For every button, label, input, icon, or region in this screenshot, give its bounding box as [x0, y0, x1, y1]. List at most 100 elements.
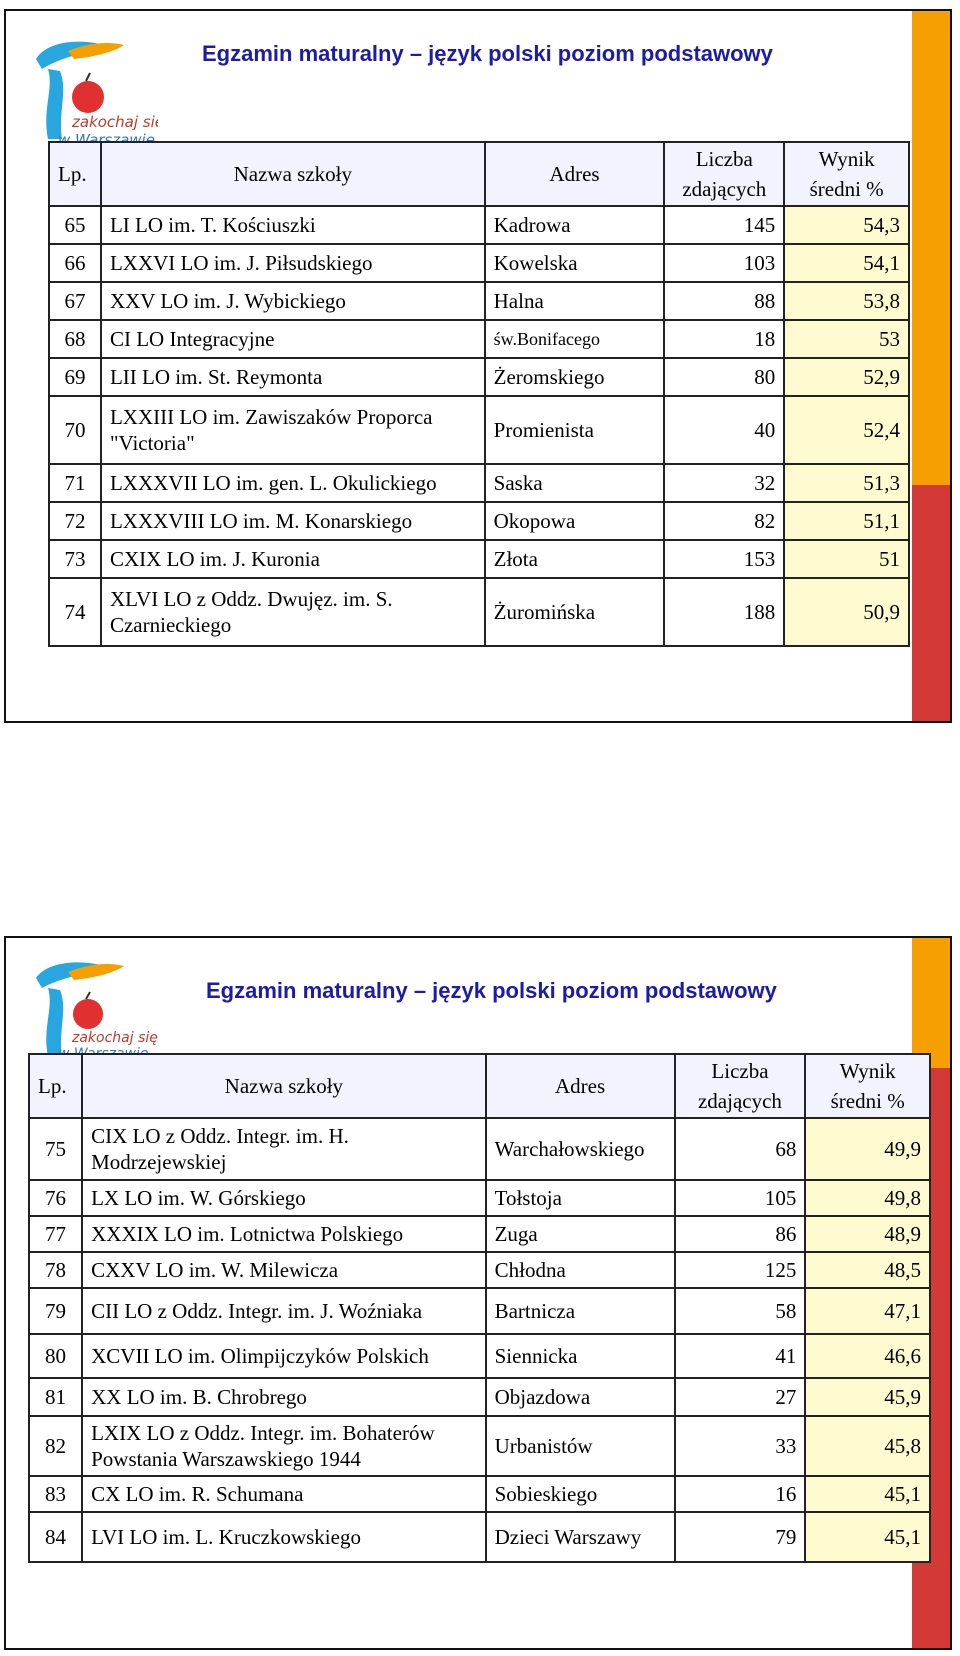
table-row: 76 LX LO im. W. Górskiego Tołstoja 105 4…	[27, 1179, 931, 1217]
header-name: Nazwa szkoły	[81, 1053, 487, 1119]
header-count: Liczba zdających	[663, 141, 786, 207]
row-count: 105	[673, 1179, 807, 1217]
row-count: 40	[663, 395, 786, 465]
row-address: Tołstoja	[484, 1179, 676, 1217]
header-score: Wynik średni %	[804, 1053, 931, 1119]
table-row: 67 XXV LO im. J. Wybickiego Halna 88 53,…	[48, 281, 910, 321]
red-stripe	[912, 485, 950, 721]
table-row: 68 CI LO Integracyjne św.Bonifacego 18 5…	[48, 319, 910, 359]
row-school-name: LXXXVIII LO im. M. Konarskiego	[99, 501, 486, 541]
row-lp: 80	[27, 1333, 84, 1379]
table-row: 73 CXIX LO im. J. Kuronia Złota 153 51	[48, 539, 910, 579]
row-lp: 67	[48, 281, 102, 321]
table-row: 80 XCVII LO im. Olimpijczyków Polskich S…	[27, 1333, 931, 1379]
row-address: Zuga	[484, 1215, 676, 1253]
row-count: 88	[663, 281, 786, 321]
row-score: 51,1	[783, 501, 910, 541]
header-name: Nazwa szkoły	[99, 141, 486, 207]
row-score: 45,9	[804, 1377, 931, 1417]
row-count: 33	[673, 1415, 807, 1477]
row-school-name: CI LO Integracyjne	[99, 319, 486, 359]
table-row: 83 CX LO im. R. Schumana Sobieskiego 16 …	[27, 1475, 931, 1513]
row-count: 16	[673, 1475, 807, 1513]
table-header-row: Lp. Nazwa szkoły Adres Liczba zdających W…	[48, 141, 910, 207]
row-school-name: CIX LO z Oddz. Integr. im. H. Modrzejews…	[81, 1117, 487, 1181]
table-row: 82 LXIX LO z Oddz. Integr. im. Bohaterów…	[27, 1415, 931, 1477]
row-lp: 74	[48, 577, 102, 647]
results-table: Lp. Nazwa szkoły Adres Liczba zdających W…	[48, 141, 910, 647]
row-school-name: LII LO im. St. Reymonta	[99, 357, 486, 397]
row-address: Promienista	[483, 395, 666, 465]
slide-2: zakochaj się w Warszawie Egzamin matural…	[4, 936, 952, 1650]
row-count: 18	[663, 319, 786, 359]
row-address: Saska	[483, 463, 666, 503]
header-count: Liczba zdających	[673, 1053, 807, 1119]
logo-text-1: zakochaj się	[71, 113, 158, 131]
row-school-name: LI LO im. T. Kościuszki	[99, 205, 486, 245]
row-address: Kowelska	[483, 243, 666, 283]
row-address: Urbanistów	[484, 1415, 676, 1477]
row-score: 52,4	[783, 395, 910, 465]
table-row: 79 CII LO z Oddz. Integr. im. J. Woźniak…	[27, 1287, 931, 1335]
row-score: 53,8	[783, 281, 910, 321]
row-address: Żuromińska	[483, 577, 666, 647]
row-school-name: XCVII LO im. Olimpijczyków Polskich	[81, 1333, 487, 1379]
row-lp: 82	[27, 1415, 84, 1477]
row-school-name: CII LO z Oddz. Integr. im. J. Woźniaka	[81, 1287, 487, 1335]
row-school-name: CXXV LO im. W. Milewicza	[81, 1251, 487, 1289]
row-lp: 69	[48, 357, 102, 397]
table-row: 77 XXXIX LO im. Lotnictwa Polskiego Zuga…	[27, 1215, 931, 1253]
orange-stripe	[912, 11, 950, 485]
row-address: Bartnicza	[484, 1287, 676, 1335]
row-count: 68	[673, 1117, 807, 1181]
row-school-name: CXIX LO im. J. Kuronia	[99, 539, 486, 579]
row-lp: 84	[27, 1511, 84, 1563]
orange-stripe	[912, 938, 950, 1068]
row-score: 50,9	[783, 577, 910, 647]
row-address: Okopowa	[483, 501, 666, 541]
row-lp: 65	[48, 205, 102, 245]
row-score: 54,1	[783, 243, 910, 283]
table-row: 71 LXXXVII LO im. gen. L. Okulickiego Sa…	[48, 463, 910, 503]
row-school-name: XXV LO im. J. Wybickiego	[99, 281, 486, 321]
table-row: 78 CXXV LO im. W. Milewicza Chłodna 125 …	[27, 1251, 931, 1289]
row-school-name: XXXIX LO im. Lotnictwa Polskiego	[81, 1215, 487, 1253]
row-school-name: XLVI LO z Oddz. Dwujęz. im. S. Czarnieck…	[99, 577, 486, 647]
row-count: 79	[673, 1511, 807, 1563]
row-school-name: LX LO im. W. Górskiego	[81, 1179, 487, 1217]
slide-1: zakochaj się w Warszawie Egzamin matural…	[4, 9, 952, 723]
row-score: 53	[783, 319, 910, 359]
row-score: 46,6	[804, 1333, 931, 1379]
row-lp: 70	[48, 395, 102, 465]
row-score: 45,1	[804, 1475, 931, 1513]
row-lp: 78	[27, 1251, 84, 1289]
row-score: 49,8	[804, 1179, 931, 1217]
row-school-name: LVI LO im. L. Kruczkowskiego	[81, 1511, 487, 1563]
row-score: 54,3	[783, 205, 910, 245]
row-school-name: CX LO im. R. Schumana	[81, 1475, 487, 1513]
row-school-name: LXIX LO z Oddz. Integr. im. Bohaterów Po…	[81, 1415, 487, 1477]
table-row: 65 LI LO im. T. Kościuszki Kadrowa 145 5…	[48, 205, 910, 245]
results-table: Lp. Nazwa szkoły Adres Liczba zdających W…	[27, 1053, 931, 1563]
header-address: Adres	[484, 1053, 676, 1119]
row-lp: 77	[27, 1215, 84, 1253]
table-row: 81 XX LO im. B. Chrobrego Objazdowa 27 4…	[27, 1377, 931, 1417]
row-score: 51,3	[783, 463, 910, 503]
row-count: 41	[673, 1333, 807, 1379]
row-count: 153	[663, 539, 786, 579]
row-count: 32	[663, 463, 786, 503]
row-address: Halna	[483, 281, 666, 321]
row-address: Dzieci Warszawy	[484, 1511, 676, 1563]
table-row: 69 LII LO im. St. Reymonta Żeromskiego 8…	[48, 357, 910, 397]
row-count: 103	[663, 243, 786, 283]
header-lp: Lp.	[27, 1053, 84, 1119]
table-row: 75 CIX LO z Oddz. Integr. im. H. Modrzej…	[27, 1117, 931, 1181]
row-address: Sobieskiego	[484, 1475, 676, 1513]
row-school-name: LXXVI LO im. J. Piłsudskiego	[99, 243, 486, 283]
header-address: Adres	[483, 141, 666, 207]
row-score: 51	[783, 539, 910, 579]
row-lp: 66	[48, 243, 102, 283]
header-score: Wynik średni %	[783, 141, 910, 207]
row-count: 27	[673, 1377, 807, 1417]
row-lp: 79	[27, 1287, 84, 1335]
